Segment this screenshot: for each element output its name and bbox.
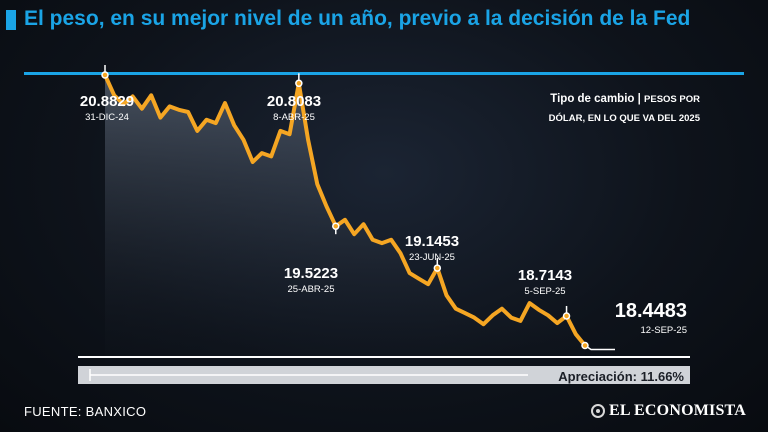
chart-subtitle: Tipo de cambio | PESOS POR DÓLAR, EN LO … <box>549 90 700 128</box>
annotation-marker <box>332 222 340 230</box>
annotation-marker <box>295 79 303 88</box>
series-line <box>103 73 587 348</box>
annotation-value: 19.5223 <box>284 265 338 282</box>
annotation-value: 18.4483 <box>615 300 687 322</box>
source-note: FUENTE: BANXICO <box>24 404 147 419</box>
subtitle-unit-2: DÓLAR, EN LO QUE VA DEL 2025 <box>548 113 700 124</box>
annotation-value: 18.7143 <box>518 267 572 284</box>
annotation-connector <box>584 344 615 351</box>
title-accent-bar <box>6 10 16 30</box>
annotation-marker <box>581 341 589 350</box>
logo-icon <box>591 404 605 418</box>
appreciation-label-backing <box>528 368 686 382</box>
logo-text: EL ECONOMISTA <box>609 402 746 419</box>
appreciation-label: Apreciación: 11.66% <box>558 369 684 384</box>
chart-title: El peso, en su mejor nivel de un año, pr… <box>24 7 691 30</box>
publisher-logo: EL ECONOMISTA <box>591 402 746 420</box>
annotation-date: 23-JUN-25 <box>409 252 455 263</box>
annotation-date: 31-DIC-24 <box>85 112 129 123</box>
annotation-marker <box>433 264 442 272</box>
subtitle-main: Tipo de cambio | <box>550 93 645 105</box>
annotation-marker <box>101 71 109 79</box>
title-rule <box>24 72 744 75</box>
annotation-date: 5-SEP-25 <box>524 286 565 297</box>
annotation-date: 25-ABR-25 <box>288 284 335 295</box>
annotation-date: 8-ABR-25 <box>273 112 315 123</box>
annotation-value: 20.8829 <box>80 93 134 110</box>
annotation-date: 12-SEP-25 <box>641 325 687 336</box>
annotation-marker <box>562 312 571 320</box>
line-area-fill <box>105 75 585 362</box>
annotation-value: 19.1453 <box>405 233 459 250</box>
subtitle-unit-1: PESOS POR <box>644 94 700 105</box>
annotation-value: 20.8083 <box>267 93 321 110</box>
